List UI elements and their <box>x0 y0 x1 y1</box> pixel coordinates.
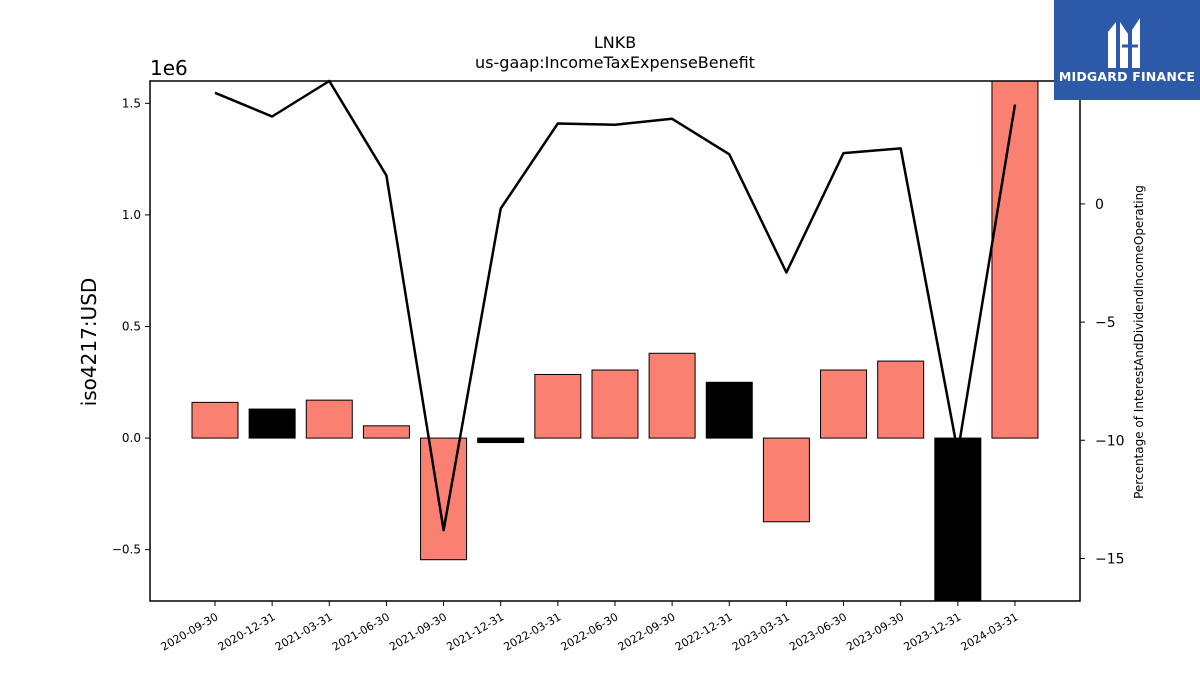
y2-tick-label: −15 <box>1095 551 1125 567</box>
y2-tick-label: −10 <box>1095 433 1125 449</box>
bar <box>648 352 696 439</box>
chart-title: LNKB <box>594 33 636 52</box>
x-tick-label: 2023-06-30 <box>787 610 849 653</box>
bar <box>877 360 925 439</box>
y-tick-label: 1.5 <box>122 96 141 110</box>
x-tick-label: 2021-06-30 <box>330 610 392 653</box>
y-tick-label: −0.5 <box>112 543 141 557</box>
x-tick-label: 2024-03-31 <box>959 610 1021 653</box>
x-tick-label: 2021-03-31 <box>273 610 335 653</box>
bar <box>762 437 810 523</box>
bar <box>420 437 468 561</box>
bar <box>305 399 353 439</box>
midgard-logo-icon <box>1108 18 1140 68</box>
bar <box>591 369 639 439</box>
bar <box>191 401 239 439</box>
bar <box>991 80 1039 439</box>
line-path <box>214 79 1017 532</box>
bar <box>534 373 582 439</box>
bars <box>191 80 1039 602</box>
bar <box>934 437 982 602</box>
x-tick-label: 2021-12-31 <box>444 610 506 653</box>
y2-axis-label: Percentage of InterestAndDividendIncomeO… <box>1132 185 1146 499</box>
x-tick-label: 2020-12-31 <box>216 610 278 653</box>
bar <box>705 381 753 439</box>
y-tick-label: 1.0 <box>122 208 141 222</box>
y-tick-label: 0.0 <box>122 431 141 445</box>
bar <box>820 369 868 439</box>
chart-subtitle: us-gaap:IncomeTaxExpenseBenefit <box>475 53 755 72</box>
x-tick-label: 2022-09-30 <box>616 610 678 653</box>
bar <box>362 425 410 439</box>
series-line <box>214 79 1017 532</box>
x-tick-label: 2021-09-30 <box>387 610 449 653</box>
x-tick-label: 2022-12-31 <box>673 610 735 653</box>
x-tick-label: 2022-03-31 <box>501 610 563 653</box>
bar <box>248 408 296 439</box>
y-axis-label: iso4217:USD <box>77 278 101 407</box>
x-tick-label: 2023-09-30 <box>844 610 906 653</box>
x-tick-label: 2023-03-31 <box>730 610 792 653</box>
y2-tick-label: −5 <box>1095 315 1116 331</box>
x-tick-label: 2022-06-30 <box>559 610 621 653</box>
x-tick-label: 2020-09-30 <box>159 610 221 653</box>
x-tick-label: 2023-12-31 <box>901 610 963 653</box>
logo-text: MIDGARD FINANCE <box>1058 69 1196 84</box>
y-tick-label: 0.5 <box>122 319 141 333</box>
bar <box>477 437 525 444</box>
y2-tick-label: 0 <box>1095 197 1104 213</box>
y-offset-label: 1e6 <box>150 56 188 80</box>
brand-logo: MIDGARD FINANCE <box>1054 0 1200 100</box>
